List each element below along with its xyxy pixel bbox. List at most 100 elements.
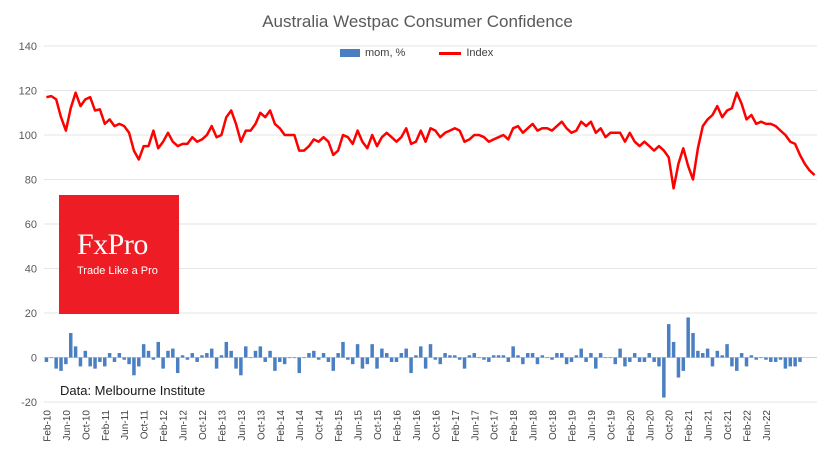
mom-bar <box>433 357 438 360</box>
mom-bar <box>589 353 593 358</box>
mom-bar <box>171 348 175 358</box>
mom-bars <box>44 317 802 398</box>
mom-bar <box>467 355 472 358</box>
mom-bar <box>710 357 715 367</box>
y-tick-label: 80 <box>25 175 37 187</box>
mom-bar <box>696 350 700 358</box>
y-tick-label: 100 <box>19 130 37 142</box>
x-tick-label: Oct-20 <box>665 410 676 440</box>
mom-bar <box>487 357 491 362</box>
mom-bar <box>778 357 783 360</box>
y-tick-label: 0 <box>31 353 37 365</box>
x-tick-label: Feb-15 <box>334 410 345 442</box>
mom-bar <box>321 353 326 358</box>
x-tick-label: Feb-13 <box>217 410 228 442</box>
mom-bar <box>282 357 287 365</box>
mom-bar <box>375 357 379 369</box>
x-tick-label: Jun-15 <box>354 410 365 441</box>
mom-bar <box>535 357 540 365</box>
mom-bar <box>793 357 797 367</box>
mom-bar <box>132 357 136 376</box>
mom-bar <box>205 353 209 358</box>
mom-bar <box>326 357 331 362</box>
mom-bar <box>618 348 622 358</box>
mom-bar <box>83 350 88 358</box>
y-axis-ticks: -20 0 20 40 60 80 100 120 140 <box>19 41 37 409</box>
mom-bar <box>744 357 749 367</box>
mom-bar <box>773 357 778 362</box>
mom-bar <box>530 353 535 358</box>
mom-bar <box>516 355 520 358</box>
mom-bar <box>244 346 248 358</box>
mom-bar <box>686 317 690 358</box>
mom-bar <box>219 355 224 358</box>
mom-bar <box>292 357 297 359</box>
y-tick-label: 60 <box>25 219 37 231</box>
legend-label-mom: mom, % <box>365 47 406 59</box>
x-tick-label: Jun-12 <box>179 410 190 441</box>
mom-bar <box>652 357 656 362</box>
mom-bar <box>258 346 263 358</box>
mom-bar <box>666 324 671 358</box>
x-tick-label: Oct-14 <box>315 410 326 440</box>
mom-bar <box>234 357 238 369</box>
mom-bar <box>253 350 258 358</box>
mom-bar <box>525 353 530 358</box>
mom-bar <box>195 357 199 362</box>
x-tick-label: Feb-14 <box>276 410 287 442</box>
mom-bar <box>297 357 301 374</box>
mom-bar <box>632 353 637 358</box>
x-tick-label: Jun-18 <box>529 410 540 441</box>
mom-bar <box>453 355 457 358</box>
x-tick-label: Oct-10 <box>81 410 92 440</box>
x-tick-label: Feb-12 <box>159 410 170 442</box>
mom-bar <box>137 357 141 367</box>
mom-bar <box>769 357 773 362</box>
x-tick-label: Feb-11 <box>101 410 112 441</box>
mom-bar <box>754 357 758 360</box>
mom-bar <box>628 357 632 362</box>
mom-bar <box>151 357 156 360</box>
mom-bar <box>312 350 316 358</box>
mom-bar <box>448 355 452 358</box>
y-tick-label: 20 <box>25 308 37 320</box>
mom-bar <box>64 357 68 365</box>
mom-bar <box>209 348 214 358</box>
y-tick-label: -20 <box>21 397 37 409</box>
mom-bar <box>355 344 360 358</box>
mom-bar <box>637 357 642 362</box>
legend-swatch-bar <box>340 49 360 57</box>
mom-bar <box>457 357 462 360</box>
mom-bar <box>569 357 574 362</box>
x-tick-label: Feb-16 <box>392 410 403 442</box>
logo-tagline: Trade Like a Pro <box>77 265 158 277</box>
mom-bar <box>44 357 49 362</box>
mom-bar <box>316 357 321 360</box>
mom-bar <box>380 348 384 358</box>
mom-bar <box>419 346 423 358</box>
source-note: Data: Melbourne Institute <box>60 383 206 398</box>
x-tick-label: Feb-18 <box>509 410 520 442</box>
legend-swatch-line <box>439 51 462 55</box>
mom-bar <box>98 357 102 362</box>
legend: mom, % Index <box>340 47 493 59</box>
y-tick-label: 120 <box>19 86 37 98</box>
x-tick-label: Feb-10 <box>42 410 53 442</box>
mom-bar <box>341 341 345 358</box>
mom-bar <box>701 353 705 358</box>
mom-bar <box>384 353 389 358</box>
mom-bar <box>423 357 428 369</box>
mom-bar <box>399 353 404 358</box>
mom-bar <box>54 357 58 369</box>
mom-bar <box>239 357 243 376</box>
x-tick-label: Feb-19 <box>567 410 578 442</box>
mom-bar <box>49 357 54 359</box>
mom-bar <box>224 341 229 358</box>
mom-bar <box>783 357 788 369</box>
mom-bar <box>603 357 608 359</box>
mom-bar <box>647 353 652 358</box>
mom-bar <box>759 357 763 359</box>
mom-bar <box>360 357 365 369</box>
logo-name: FxPro <box>77 228 148 261</box>
